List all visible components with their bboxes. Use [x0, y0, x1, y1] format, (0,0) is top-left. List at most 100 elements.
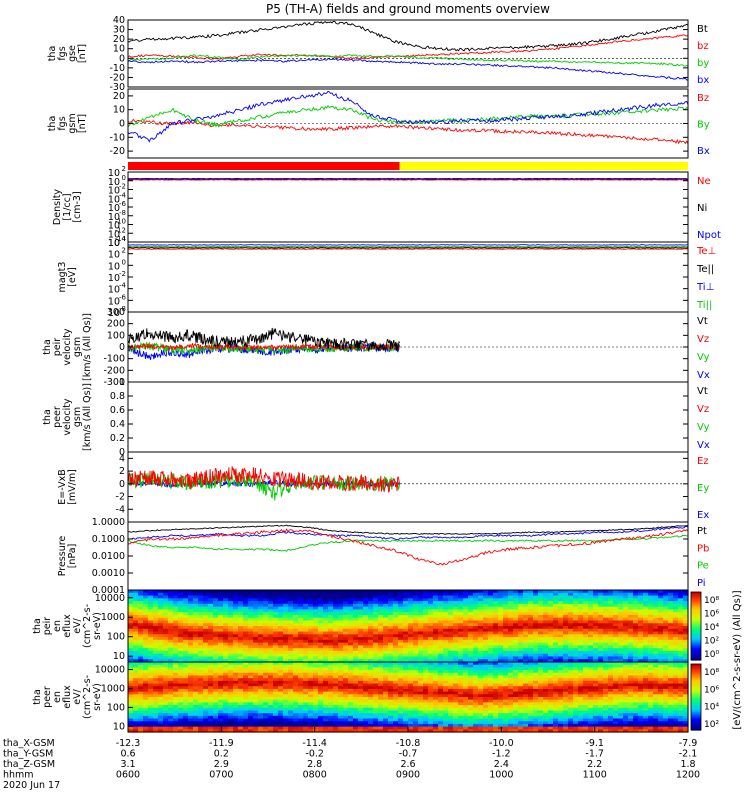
heatmap-cell — [253, 662, 259, 666]
heatmap-cell — [278, 648, 284, 652]
heatmap-cell — [323, 699, 329, 703]
heatmap-cell — [413, 603, 419, 608]
heatmap-cell — [373, 683, 379, 687]
heatmap-cell — [608, 612, 614, 616]
heatmap-cell — [378, 614, 384, 619]
colorbar-tick-label: 10⁰ — [704, 650, 719, 660]
heatmap-cell — [183, 683, 189, 687]
heatmap-cell — [308, 675, 314, 679]
heatmap-cell — [148, 609, 154, 613]
heatmap-cell — [188, 609, 194, 613]
heatmap-cell — [248, 675, 254, 679]
heatmap-cell — [263, 715, 269, 720]
heatmap-cell — [413, 678, 419, 682]
heatmap-cell — [343, 617, 349, 622]
heatmap-cell — [198, 606, 204, 610]
heatmap-cell — [243, 670, 249, 674]
heatmap-cell — [433, 678, 439, 682]
heatmap-cell — [393, 672, 399, 677]
heatmap-cell — [213, 707, 219, 712]
heatmap-cell — [198, 653, 204, 658]
heatmap-cell — [458, 609, 464, 613]
heatmap-cell — [388, 697, 394, 701]
heatmap-cell — [288, 592, 294, 597]
heatmap-cell — [398, 598, 404, 602]
heatmap-cell — [328, 667, 334, 671]
heatmap-cell — [523, 645, 529, 649]
heatmap-cell — [183, 612, 189, 616]
heatmap-cell — [568, 606, 574, 610]
heatmap-cell — [523, 659, 529, 663]
heatmap-cell — [273, 675, 279, 679]
heatmap-cell — [418, 721, 424, 725]
heatmap-cell — [273, 699, 279, 703]
heatmap-cell — [393, 620, 399, 624]
heatmap-cell — [318, 631, 324, 635]
heatmap-cell — [253, 697, 259, 701]
heatmap-cell — [623, 628, 629, 633]
heatmap-cell — [273, 598, 279, 602]
heatmap-cell — [193, 718, 199, 722]
heatmap-cell — [128, 707, 134, 712]
heatmap-cell — [333, 656, 339, 660]
heatmap-cell — [548, 612, 554, 616]
heatmap-cell — [293, 659, 299, 663]
heatmap-cell — [368, 718, 374, 722]
heatmap-cell — [233, 628, 239, 633]
heatmap-cell — [423, 637, 429, 641]
heatmap-cell — [563, 650, 569, 655]
heatmap-cell — [198, 590, 204, 594]
heatmap-cell — [283, 670, 289, 674]
heatmap-cell — [418, 623, 424, 627]
heatmap-cell — [238, 721, 244, 725]
heatmap-cell — [608, 623, 614, 627]
heatmap-cell — [213, 623, 219, 627]
heatmap-cell — [228, 645, 234, 649]
y-axis-label: gsm — [72, 337, 83, 357]
heatmap-cell — [328, 650, 334, 655]
heatmap-cell — [498, 648, 504, 652]
heatmap-cell — [458, 634, 464, 638]
legend-entry: Vt — [697, 316, 708, 327]
heatmap-cell — [433, 642, 439, 646]
heatmap-cell — [638, 614, 644, 619]
heatmap-cell — [598, 592, 604, 597]
heatmap-cell — [668, 623, 674, 627]
heatmap-cell — [163, 623, 169, 627]
heatmap-cell — [583, 603, 589, 608]
heatmap-cell — [148, 726, 154, 730]
heatmap-cell — [413, 642, 419, 646]
heatmap-cell — [233, 603, 239, 608]
heatmap-cell — [538, 601, 544, 605]
heatmap-cell — [403, 620, 409, 624]
heatmap-cell — [373, 612, 379, 616]
heatmap-cell — [493, 612, 499, 616]
heatmap-cell — [633, 603, 639, 608]
heatmap-cell — [498, 659, 504, 663]
heatmap-cell — [253, 642, 259, 646]
heatmap-cell — [323, 729, 329, 733]
heatmap-cell — [233, 614, 239, 619]
heatmap-cell — [333, 723, 339, 728]
heatmap-cell — [233, 686, 239, 690]
heatmap-cell — [193, 653, 199, 658]
heatmap-cell — [613, 595, 619, 599]
heatmap-cell — [518, 620, 524, 624]
heatmap-cell — [423, 601, 429, 605]
heatmap-cell — [223, 595, 229, 599]
heatmap-cell — [353, 721, 359, 725]
heatmap-cell — [643, 642, 649, 646]
heatmap-cell — [393, 688, 399, 693]
heatmap-cell — [673, 620, 679, 624]
heatmap-cell — [593, 609, 599, 613]
heatmap-cell — [273, 670, 279, 674]
heatmap-cell — [623, 639, 629, 644]
heatmap-cell — [223, 653, 229, 658]
heatmap-cell — [253, 723, 259, 728]
heatmap-cell — [188, 623, 194, 627]
heatmap-cell — [438, 634, 444, 638]
heatmap-cell — [683, 631, 689, 635]
heatmap-cell — [553, 590, 559, 594]
heatmap-cell — [413, 715, 419, 720]
